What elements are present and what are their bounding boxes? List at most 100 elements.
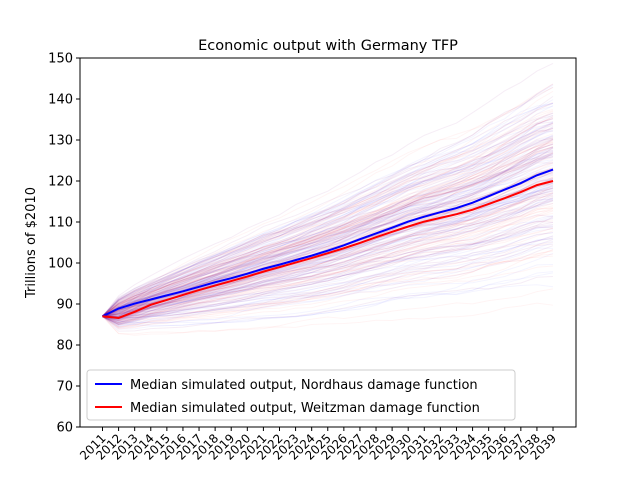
- simulated-path: [102, 230, 554, 328]
- simulated-path: [102, 255, 554, 329]
- simulated-path: [102, 121, 554, 317]
- simulated-path: [102, 136, 554, 317]
- simulated-path: [102, 151, 554, 317]
- simulated-path: [102, 185, 554, 321]
- simulated-path: [102, 227, 554, 325]
- y-tick-label: 90: [56, 298, 73, 313]
- simulated-path: [102, 156, 554, 317]
- simulated-path: [102, 160, 554, 318]
- simulated-path: [102, 138, 554, 318]
- simulated-path: [102, 197, 554, 320]
- simulated-path: [102, 83, 554, 317]
- simulated-path: [102, 243, 554, 326]
- simulated-path: [102, 147, 554, 317]
- simulated-path: [102, 110, 554, 317]
- simulated-path: [102, 149, 554, 317]
- simulated-path: [102, 235, 554, 323]
- chart-title: Economic output with Germany TFP: [198, 38, 458, 54]
- simulated-path: [102, 146, 554, 318]
- simulated-path: [102, 127, 554, 317]
- simulated-path: [102, 227, 554, 317]
- simulated-path: [102, 137, 554, 317]
- simulated-path: [102, 105, 554, 318]
- simulated-path: [102, 138, 554, 317]
- simulated-path: [102, 237, 554, 317]
- simulated-path: [102, 151, 554, 317]
- simulated-path: [102, 128, 554, 317]
- simulated-path: [102, 207, 554, 325]
- simulated-path: [102, 200, 554, 317]
- simulated-path: [102, 199, 554, 324]
- simulated-path: [102, 223, 554, 325]
- simulated-path: [102, 83, 554, 317]
- simulated-path: [102, 252, 554, 327]
- simulated-path: [102, 99, 554, 317]
- simulated-path: [102, 210, 554, 317]
- simulated-path: [102, 146, 554, 317]
- simulated-path: [102, 130, 554, 317]
- simulated-path: [102, 122, 554, 317]
- y-tick-label: 100: [48, 257, 73, 272]
- simulated-path: [102, 180, 554, 317]
- simulated-path: [102, 159, 554, 317]
- simulated-path: [102, 265, 554, 330]
- simulated-path: [102, 133, 554, 317]
- simulated-path: [102, 143, 554, 317]
- simulated-path: [102, 199, 554, 317]
- simulated-path: [102, 238, 554, 327]
- simulated-path: [102, 121, 554, 317]
- simulated-path: [102, 116, 554, 317]
- simulated-path: [102, 247, 554, 327]
- simulated-path: [102, 90, 554, 317]
- simulated-path: [102, 271, 554, 324]
- simulated-path: [102, 237, 554, 326]
- simulated-path: [102, 181, 554, 319]
- simulated-path: [102, 130, 554, 317]
- simulated-path: [102, 189, 554, 321]
- simulated-path: [102, 232, 554, 319]
- simulated-path: [102, 121, 554, 317]
- simulated-path: [102, 168, 554, 317]
- simulated-path: [102, 240, 554, 326]
- simulated-path: [102, 116, 554, 317]
- simulated-path: [102, 249, 554, 328]
- y-tick-label: 150: [48, 52, 73, 67]
- simulated-path: [102, 134, 554, 317]
- simulated-path: [102, 108, 554, 318]
- simulated-path: [102, 102, 554, 317]
- simulated-path: [102, 118, 554, 317]
- simulated-path: [102, 95, 554, 317]
- simulated-path: [102, 137, 554, 317]
- simulated-path: [102, 187, 554, 317]
- simulated-path: [102, 250, 554, 326]
- simulated-path: [102, 239, 554, 328]
- simulated-path: [102, 122, 554, 317]
- simulated-path: [102, 272, 554, 324]
- simulated-path: [102, 146, 554, 317]
- simulated-path: [102, 127, 554, 317]
- simulated-path: [102, 102, 554, 317]
- simulated-path: [102, 200, 554, 317]
- simulated-path: [102, 87, 554, 318]
- simulated-path: [102, 207, 554, 322]
- simulated-path: [102, 162, 554, 319]
- simulated-path: [102, 226, 554, 324]
- simulated-path: [102, 182, 554, 317]
- simulated-path: [102, 146, 554, 316]
- simulated-path: [102, 241, 554, 328]
- simulated-path: [102, 129, 554, 318]
- simulated-path: [102, 118, 554, 317]
- simulated-path: [102, 181, 554, 318]
- simulated-path: [102, 216, 554, 323]
- simulated-path: [102, 205, 554, 322]
- simulated-path: [102, 190, 554, 323]
- simulated-path: [102, 150, 554, 317]
- simulated-path: [102, 147, 554, 317]
- simulated-path: [102, 198, 554, 317]
- simulated-path: [102, 143, 554, 318]
- legend-box: [86, 369, 516, 421]
- simulated-path: [102, 195, 554, 317]
- simulated-path: [102, 147, 554, 318]
- simulated-path: [102, 143, 554, 317]
